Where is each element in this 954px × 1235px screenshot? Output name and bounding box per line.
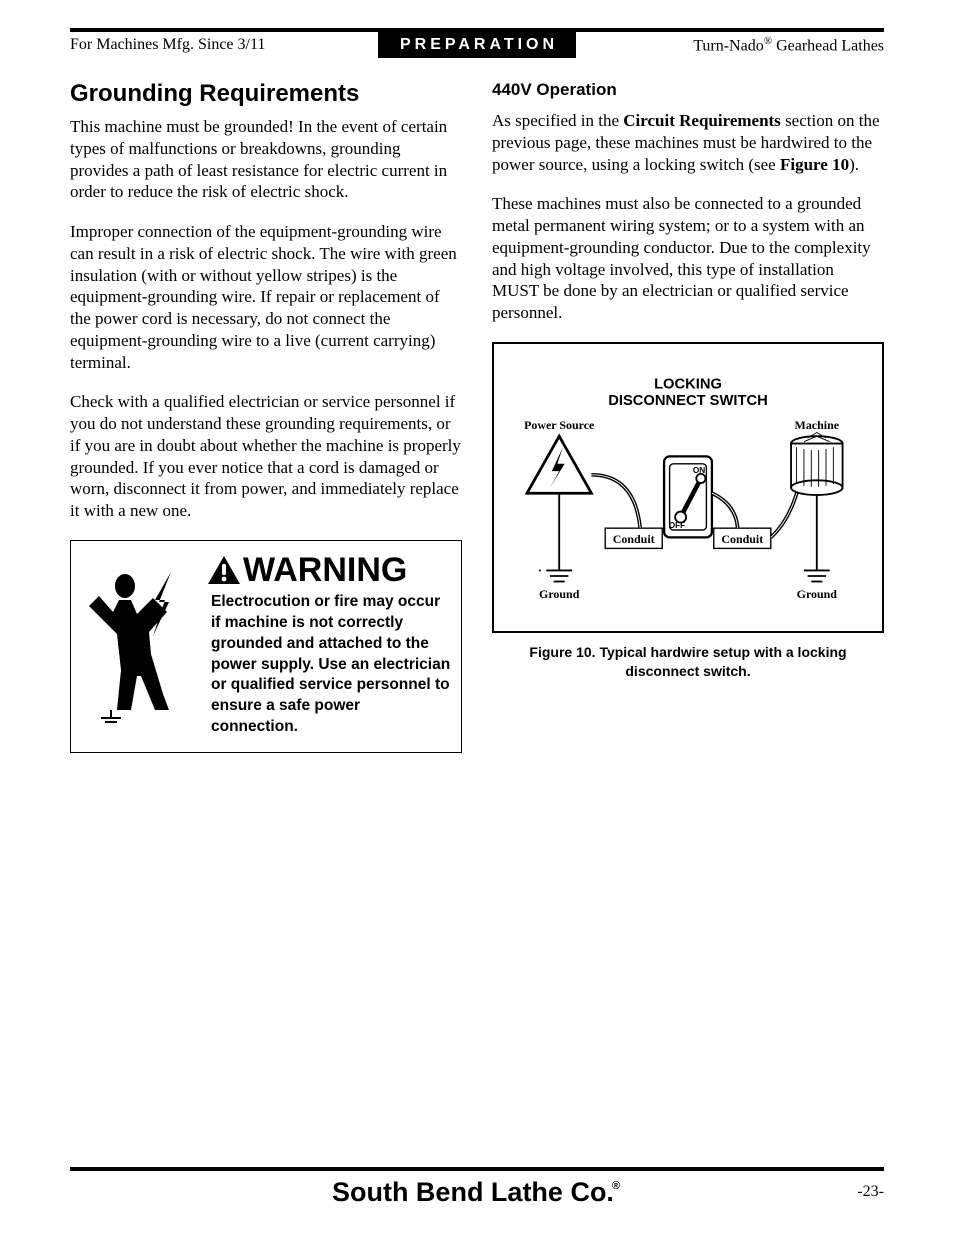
header-product-suffix: Gearhead Lathes	[772, 37, 884, 54]
section-title: Grounding Requirements	[70, 80, 462, 108]
content-columns: Grounding Requirements This machine must…	[70, 80, 884, 1167]
wiring-diagram: LOCKING DISCONNECT SWITCH Power Source G…	[504, 354, 872, 614]
header-left-text: For Machines Mfg. Since 3/11	[70, 36, 378, 54]
subsection-title: 440V Operation	[492, 80, 884, 100]
header-center-title: PREPARATION	[378, 32, 576, 58]
registered-mark: ®	[764, 35, 772, 47]
diagram-label-on: ON	[693, 466, 705, 475]
warning-callout: WARNING Electrocution or fire may occur …	[70, 540, 462, 753]
diagram-label-machine: Machine	[795, 418, 840, 432]
diagram-title-line1: LOCKING	[654, 376, 722, 392]
figure-caption: Figure 10. Typical hardwire setup with a…	[492, 643, 884, 681]
left-column: Grounding Requirements This machine must…	[70, 80, 462, 1167]
diagram-label-ground-left: Ground	[539, 587, 580, 601]
body-paragraph: Check with a qualified electrician or se…	[70, 391, 462, 522]
warning-triangle-icon	[207, 555, 241, 585]
text-fragment: As specified in the	[492, 111, 623, 130]
diagram-label-ground-right: Ground	[797, 587, 838, 601]
footer-company-text: South Bend Lathe Co.	[332, 1177, 614, 1207]
body-paragraph: Improper connection of the equipment-gro…	[70, 221, 462, 373]
diagram-label-conduit-right: Conduit	[721, 532, 763, 546]
figure-box: LOCKING DISCONNECT SWITCH Power Source G…	[492, 342, 884, 633]
body-paragraph: These machines must also be connected to…	[492, 193, 884, 324]
body-paragraph: As specified in the Circuit Requirements…	[492, 110, 884, 175]
text-fragment: ).	[849, 155, 859, 174]
diagram-title-line2: DISCONNECT SWITCH	[608, 393, 767, 409]
header-right-text: Turn-Nado® Gearhead Lathes	[576, 35, 884, 55]
warning-text-column: WARNING Electrocution or fire may occur …	[211, 551, 451, 738]
text-bold: Circuit Requirements	[623, 111, 781, 130]
body-paragraph: This machine must be grounded! In the ev…	[70, 116, 462, 203]
page-footer: South Bend Lathe Co.® -23-	[70, 1167, 884, 1207]
warning-title-text: WARNING	[243, 551, 407, 590]
text-bold: Figure 10	[780, 155, 849, 174]
diagram-label-off: OFF	[669, 521, 686, 530]
electrocution-icon	[81, 551, 201, 738]
header-product-name: Turn-Nado	[693, 37, 764, 54]
registered-mark: ®	[612, 1180, 620, 1192]
page-header: For Machines Mfg. Since 3/11 PREPARATION…	[70, 28, 884, 58]
diagram-label-conduit-left: Conduit	[613, 532, 655, 546]
warning-body-text: Electrocution or fire may occur if machi…	[211, 592, 451, 738]
page-number: -23-	[857, 1183, 884, 1201]
warning-title: WARNING	[207, 551, 451, 590]
right-column: 440V Operation As specified in the Circu…	[492, 80, 884, 1167]
diagram-label-power-source: Power Source	[524, 418, 594, 432]
footer-company-name: South Bend Lathe Co.®	[332, 1177, 622, 1208]
